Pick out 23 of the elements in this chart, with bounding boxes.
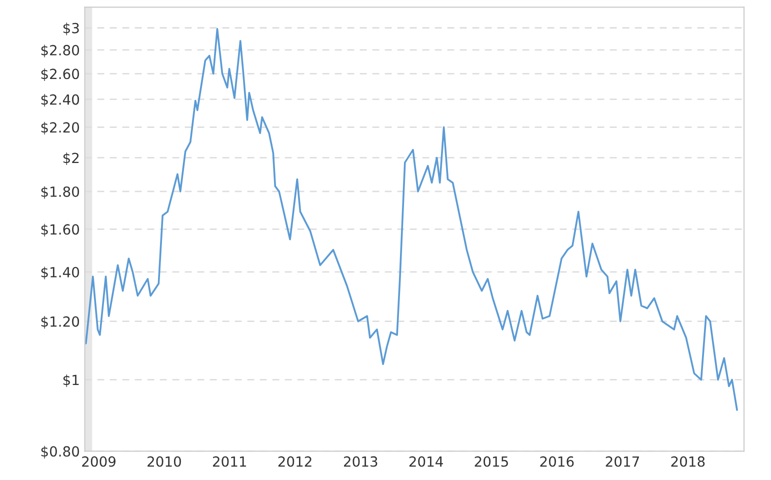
y-tick-label: $2.60 bbox=[41, 68, 80, 82]
y-tick-label: $2 bbox=[63, 152, 79, 166]
y-tick-label: $0.80 bbox=[41, 446, 80, 459]
y-tick-label: $2.40 bbox=[41, 94, 80, 107]
x-tick-label: 2016 bbox=[540, 456, 574, 467]
y-tick-label: $1.60 bbox=[41, 224, 80, 237]
x-tick-label: 2017 bbox=[606, 456, 639, 467]
x-tick-label: 2015 bbox=[474, 456, 508, 467]
y-tick-label: $1.40 bbox=[41, 266, 80, 280]
y-tick-label: $1.20 bbox=[41, 316, 80, 329]
y-tick-label: $1.80 bbox=[41, 186, 80, 199]
y-tick-label: $2.20 bbox=[41, 122, 80, 135]
x-tick-label: 2011 bbox=[212, 456, 246, 467]
x-tick-label: 2014 bbox=[409, 456, 443, 467]
x-tick-label: 2009 bbox=[82, 456, 116, 467]
x-tick-label: 2012 bbox=[278, 456, 312, 467]
x-tick-label: 2010 bbox=[148, 456, 181, 467]
y-tick-label: $1 bbox=[63, 374, 79, 388]
y-tick-label: $3 bbox=[63, 22, 79, 36]
x-tick-label: 2018 bbox=[671, 456, 705, 467]
line-series bbox=[84, 28, 738, 411]
y-tick-label: $2.80 bbox=[41, 44, 80, 58]
x-tick-label: 2013 bbox=[344, 456, 378, 467]
